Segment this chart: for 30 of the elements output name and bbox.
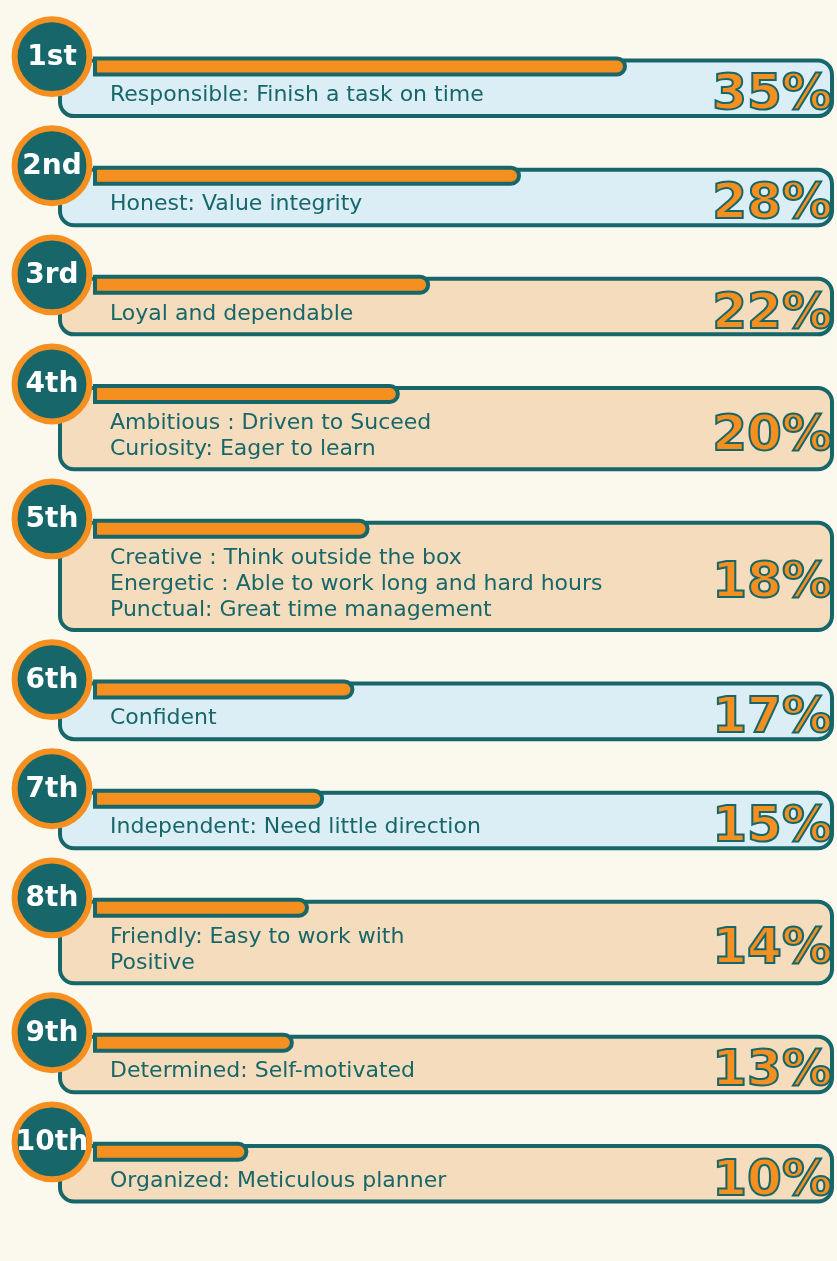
- text: 5th: [25, 500, 79, 534]
- text: 6th: [25, 661, 79, 695]
- y-tick-label: Independent: Need little direction: [110, 813, 481, 839]
- y-tick-label: Confident: [110, 704, 218, 730]
- y-tick-label: Loyal and dependable: [110, 299, 354, 325]
- data-label: 14%: [712, 917, 832, 976]
- data-label: 28%: [712, 172, 832, 231]
- text: 7th: [25, 770, 79, 804]
- data-label: 17%: [712, 686, 832, 745]
- text: 2nd: [22, 147, 82, 181]
- text: 4th: [25, 365, 79, 399]
- data-label: 13%: [712, 1039, 832, 1098]
- data-label: 20%: [712, 403, 832, 462]
- data-label: 15%: [712, 795, 832, 854]
- text: 9th: [25, 1014, 79, 1048]
- y-tick-label: Creative : Think outside the box Energetic : Able to work long and hard hours Punctual: Great time management: [110, 543, 603, 621]
- y-tick-label: Organized: Meticulous planner: [110, 1166, 448, 1192]
- text: 10th: [15, 1123, 89, 1157]
- data-label: 18%: [712, 551, 832, 610]
- y-tick-label: Responsible: Finish a task on time: [110, 81, 484, 107]
- y-tick-label: Honest: Value integrity: [110, 190, 363, 216]
- y-tick-label: Friendly: Easy to work with Positive: [110, 922, 405, 974]
- y-tick-label: Determined: Self-motivated: [110, 1057, 416, 1083]
- text: 1st: [27, 38, 77, 72]
- y-tick-label: Ambitious : Driven to Suceed Curiosity: Eager to learn: [110, 408, 432, 460]
- data-label: 35%: [712, 63, 832, 122]
- data-label: 22%: [712, 281, 832, 340]
- text: 3rd: [25, 256, 79, 290]
- text: 8th: [25, 879, 79, 913]
- data-label: 10%: [712, 1148, 832, 1207]
